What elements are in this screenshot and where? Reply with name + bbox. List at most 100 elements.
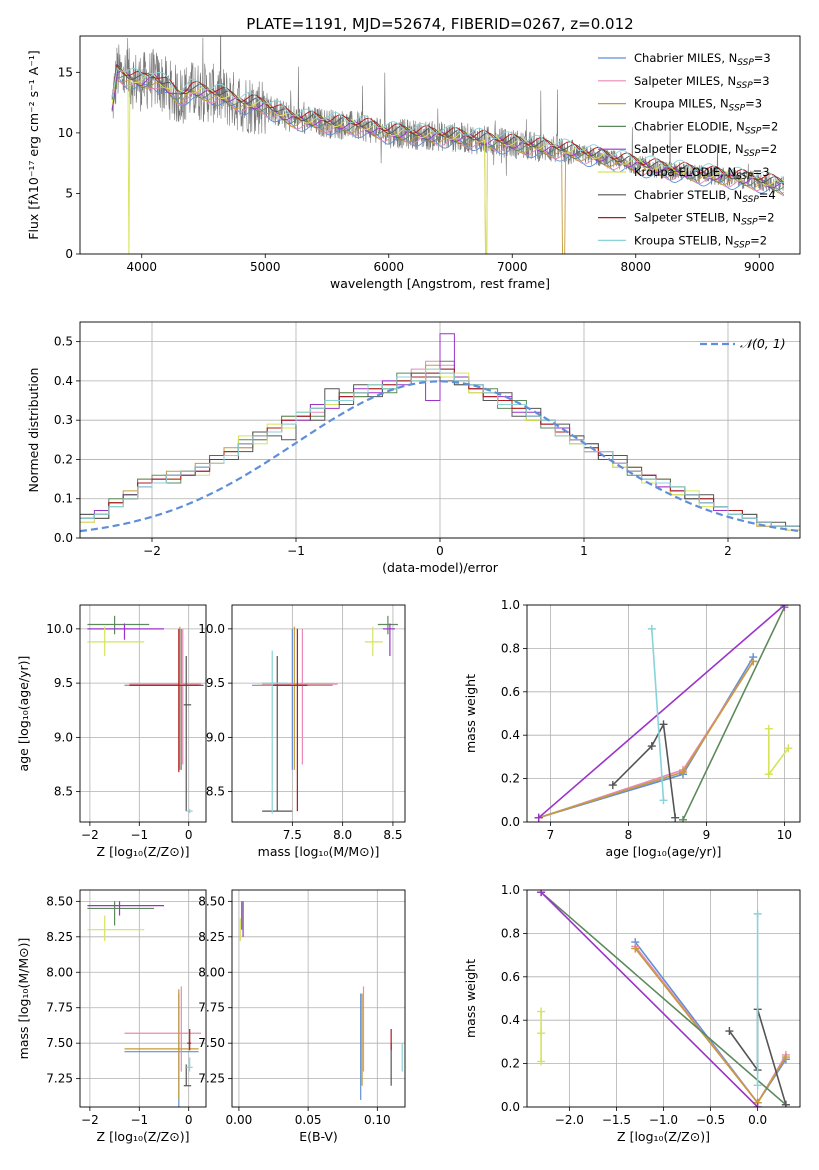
y-tick-label: 9.0 [54,730,73,744]
y-axis-label: mass weight [463,674,478,753]
weight-marker [781,1053,790,1062]
x-tick-label: 4000 [126,260,157,274]
y-tick-label: 7.75 [198,1001,225,1015]
weight-marker [537,1007,546,1016]
weight-marker [764,770,773,779]
x-axis-label: Z [log₁₀(Z/Z⊙)] [97,844,190,859]
y-tick-label: 0.4 [501,1013,520,1027]
y-tick-label: 8.25 [46,930,73,944]
y-tick-label: 7.25 [198,1072,225,1086]
plot-area [87,615,204,814]
y-tick-label: 15 [58,65,73,79]
weight-marker [753,1103,762,1107]
plot-area [537,890,790,1107]
y-tick-label: 8.25 [198,930,225,944]
y-tick-label: 10.0 [46,622,73,636]
x-tick-label: 9000 [744,260,775,274]
histogram-series [80,368,800,527]
y-axis-label: Normed distribution [26,368,41,493]
x-tick-label: 1 [580,544,588,558]
model-spectrum [111,64,785,185]
x-tick-label: 0 [185,1113,193,1127]
y-tick-label: 0.0 [501,1100,520,1114]
weight-marker [631,944,640,953]
legend-entry: Chabrier ELODIE, NSSP=2 [634,119,778,136]
legend-entry: 𝒩(0, 1) [740,336,786,351]
plots-layer: 4000 5000 6000 7000 8000 9000051015wavelength… [16,35,801,1144]
weight-marker [537,1029,546,1038]
legend-entry: Salpeter MILES, NSSP=3 [634,74,770,91]
y-tick-label: 0.8 [501,641,520,655]
x-tick-label: −2 [81,828,99,842]
y-tick-label: 0.4 [501,728,520,742]
x-tick-label: 7.5 [283,828,302,842]
x-tick-label: 7 [547,828,555,842]
y-tick-label: 10.0 [198,622,225,636]
weight-line [682,606,786,821]
axes-frame [231,889,406,1108]
x-tick-label: −2 [81,1113,99,1127]
y-tick-label: 0.0 [501,815,520,829]
y-tick-label: 0.2 [501,1057,520,1071]
x-tick-label: 8.0 [333,828,352,842]
figure-title: PLATE=1191, MJD=52674, FIBERID=0267, z=0… [246,15,633,33]
weight-marker [725,1027,734,1036]
model-spectrum [111,63,785,184]
y-tick-label: 9.5 [54,676,73,690]
legend: Chabrier MILES, NSSP=3 Salpeter MILES, NS… [598,51,778,250]
y-tick-label: 0.0 [54,531,73,545]
y-axis-label: Flux [fλ10⁻¹⁷ erg cm⁻² s⁻¹ A⁻¹] [26,50,41,239]
x-tick-label: 6000 [373,260,404,274]
y-tick-label: 0.3 [54,413,73,427]
weight-marker [749,657,758,666]
y-tick-label: 0.4 [54,374,73,388]
plot-area [252,615,398,814]
weight-marker [671,813,680,822]
y-tick-label: 9.5 [206,676,225,690]
legend-entry: Chabrier MILES, NSSP=3 [634,51,771,68]
y-tick-label: 1.0 [501,598,520,612]
y-tick-label: 0 [65,247,73,261]
weight-marker [647,742,656,751]
y-axis-label: age [log₁₀(age/yr)] [16,656,31,772]
x-tick-label: −2.0 [555,1113,584,1127]
plot-area [80,333,800,533]
model-spectrum [111,75,785,196]
weight-marker [764,724,773,733]
x-tick-label: 8.5 [383,828,402,842]
y-tick-label: 7.50 [46,1036,73,1050]
weight-marker [537,890,546,897]
x-tick-label: 2 [724,544,732,558]
weight-marker [780,605,789,609]
x-tick-label: 0.00 [226,1113,253,1127]
x-axis-label: (data-model)/error [382,560,499,575]
weight-marker [537,1057,546,1066]
x-tick-label: −1 [287,544,305,558]
x-tick-label: 0 [436,544,444,558]
y-tick-label: 0.5 [54,335,73,349]
x-tick-label: −1.0 [649,1113,678,1127]
weight-marker [647,624,656,633]
legend-entry: Salpeter STELIB, NSSP=2 [634,211,775,228]
weight-marker [608,781,617,790]
panel-mass_vs_Z: −2 −1 0 7.25 7.50 7.75 8.00 8.25 8.50 Z [log₁₀(Z/… [16,889,207,1144]
y-tick-label: 7.75 [46,1001,73,1015]
weight-marker [784,744,793,753]
weight-line [612,721,676,818]
x-tick-label: 8000 [620,260,651,274]
y-tick-label: 7.25 [46,1072,73,1086]
weight-line [540,891,759,1107]
x-tick-label: 9 [703,828,711,842]
x-tick-label: 0 [185,828,193,842]
y-tick-label: 8.50 [46,894,73,908]
y-tick-label: 0.2 [501,772,520,786]
model-spectrum [111,66,785,254]
x-tick-label: 0.0 [748,1113,767,1127]
model-spectrum [111,66,784,184]
axes-frame [526,604,801,823]
y-tick-label: 0.2 [54,452,73,466]
weight-line [538,656,754,819]
legend-entry: Kroupa STELIB, NSSP=2 [634,233,767,250]
x-axis-label: wavelength [Angstrom, rest frame] [330,276,550,291]
